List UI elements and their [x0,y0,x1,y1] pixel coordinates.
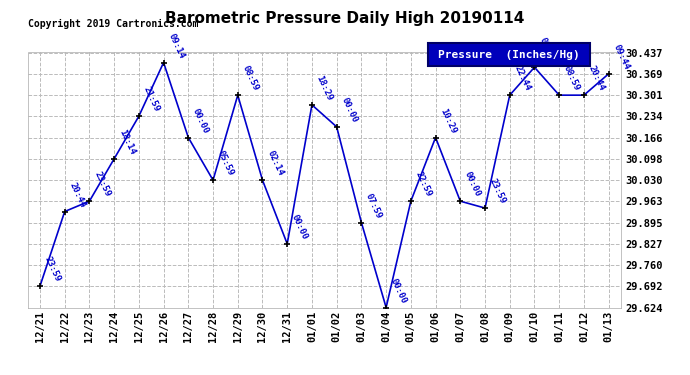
Text: 07:59: 07:59 [364,192,384,220]
Text: 23:59: 23:59 [43,255,62,284]
Text: 18:14: 18:14 [117,128,137,156]
Text: 08:59: 08:59 [241,64,260,92]
Text: 00:00: 00:00 [290,213,310,241]
Text: 00:00: 00:00 [191,106,210,135]
Text: 09:44: 09:44 [611,43,631,71]
Text: 20:44: 20:44 [586,64,607,92]
Text: Barometric Pressure Daily High 20190114: Barometric Pressure Daily High 20190114 [166,11,524,26]
Text: 02:14: 02:14 [265,149,285,177]
Text: 20:44: 20:44 [68,181,87,209]
Text: 05:59: 05:59 [216,149,235,177]
Text: 00:00: 00:00 [339,96,359,124]
Text: 00:00: 00:00 [389,276,408,305]
Text: Pressure  (Inches/Hg): Pressure (Inches/Hg) [438,50,580,60]
Text: 22:44: 22:44 [513,64,532,92]
Text: 09:14: 09:14 [166,32,186,60]
Text: 00:00: 00:00 [463,170,482,198]
Text: 09:00: 09:00 [538,36,557,64]
Text: 10:29: 10:29 [438,106,458,135]
Text: 08:59: 08:59 [562,64,582,92]
Text: 23:59: 23:59 [92,170,112,198]
Text: Copyright 2019 Cartronics.com: Copyright 2019 Cartronics.com [28,19,198,29]
Text: 22:59: 22:59 [413,170,433,198]
Text: 21:59: 21:59 [141,85,161,113]
Text: 23:59: 23:59 [488,177,507,205]
Text: 18:29: 18:29 [315,74,334,102]
